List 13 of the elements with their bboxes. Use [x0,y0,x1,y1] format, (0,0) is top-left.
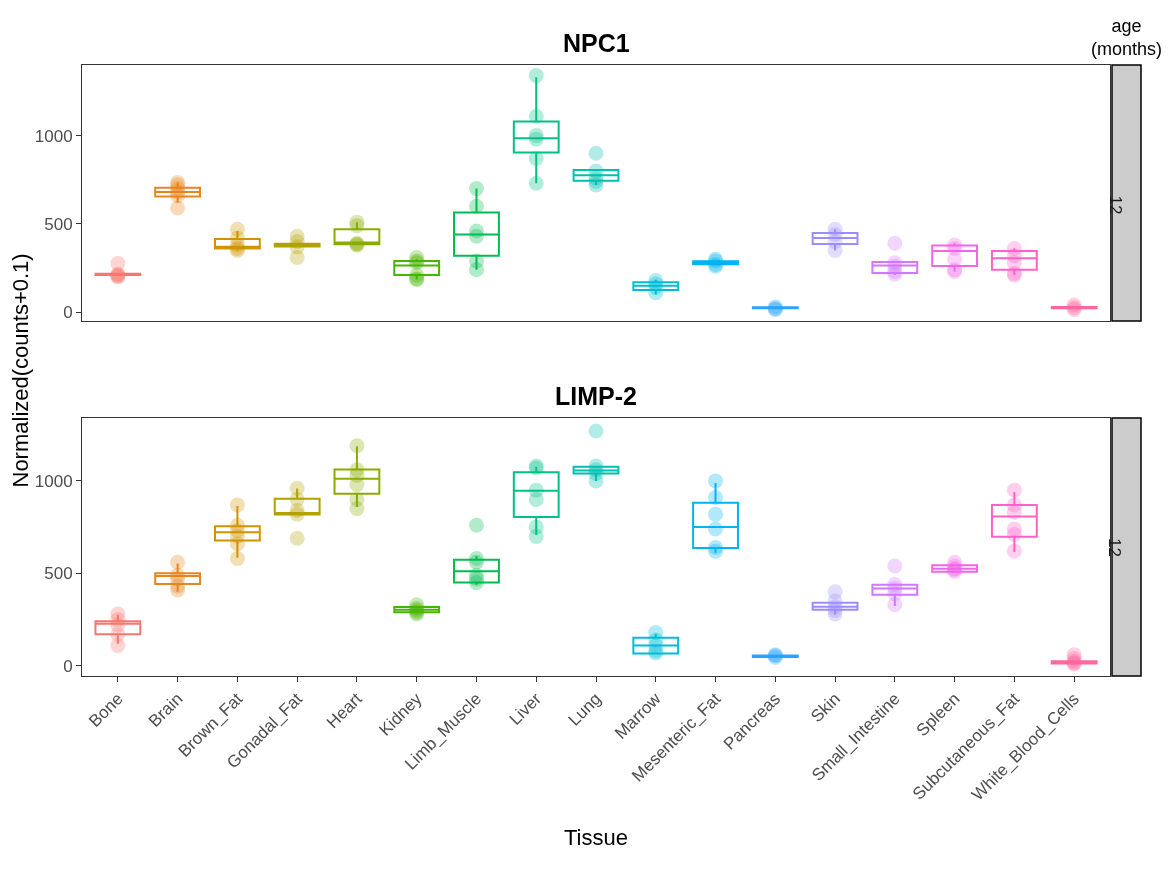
y-tick-label: 1000 [34,126,73,146]
y-tick-label: 500 [44,214,73,234]
y-tick-label: 0 [63,656,73,676]
chart-title: NPC1 [563,29,630,57]
legend-title: age (months) [1091,16,1163,60]
y-tick-label: 500 [44,564,73,584]
annotation: 12 [1105,538,1124,557]
annotation: 12 [1105,195,1125,215]
chart-title: LIMP-2 [555,382,637,410]
y-tick-label: 0 [63,303,73,323]
y-axis-title: Normalized(counts+0.1) [7,253,33,488]
x-axis-title: Tissue [564,825,628,850]
y-tick-label: 1000 [34,471,73,491]
